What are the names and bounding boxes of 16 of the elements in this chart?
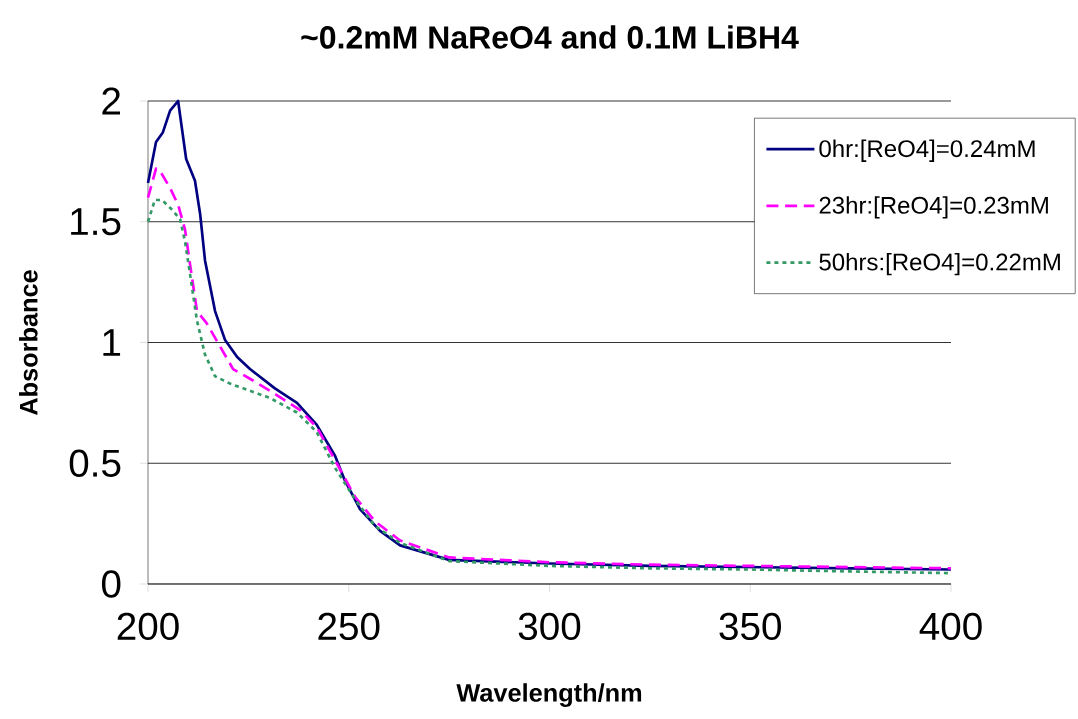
legend-label: 23hr:[ReO4]=0.23mM bbox=[819, 196, 1048, 219]
y-axis-title: Absorbance bbox=[19, 270, 38, 416]
y-tick-label: 0 bbox=[101, 570, 121, 598]
x-tick-label: 200 bbox=[117, 612, 179, 641]
y-tick-label: 2 bbox=[102, 87, 121, 115]
y-tick-label: 1 bbox=[103, 329, 121, 356]
x-tick-label: 350 bbox=[719, 612, 781, 641]
chart-title: ~0.2mM NaReO4 and 0.1M LiBH4 bbox=[301, 25, 799, 49]
x-tick-label: 250 bbox=[318, 612, 380, 641]
legend-label: 50hrs:[ReO4]=0.22mM bbox=[819, 252, 1060, 276]
y-tick-label: 0.5 bbox=[69, 449, 121, 477]
y-tick-label: 1.5 bbox=[71, 208, 121, 236]
x-axis-title: Wavelength/nm bbox=[456, 683, 642, 707]
x-tick-label: 300 bbox=[518, 612, 581, 641]
legend-label: 0hr:[ReO4]=0.24mM bbox=[819, 139, 1035, 162]
x-tick-label: 400 bbox=[919, 612, 982, 641]
